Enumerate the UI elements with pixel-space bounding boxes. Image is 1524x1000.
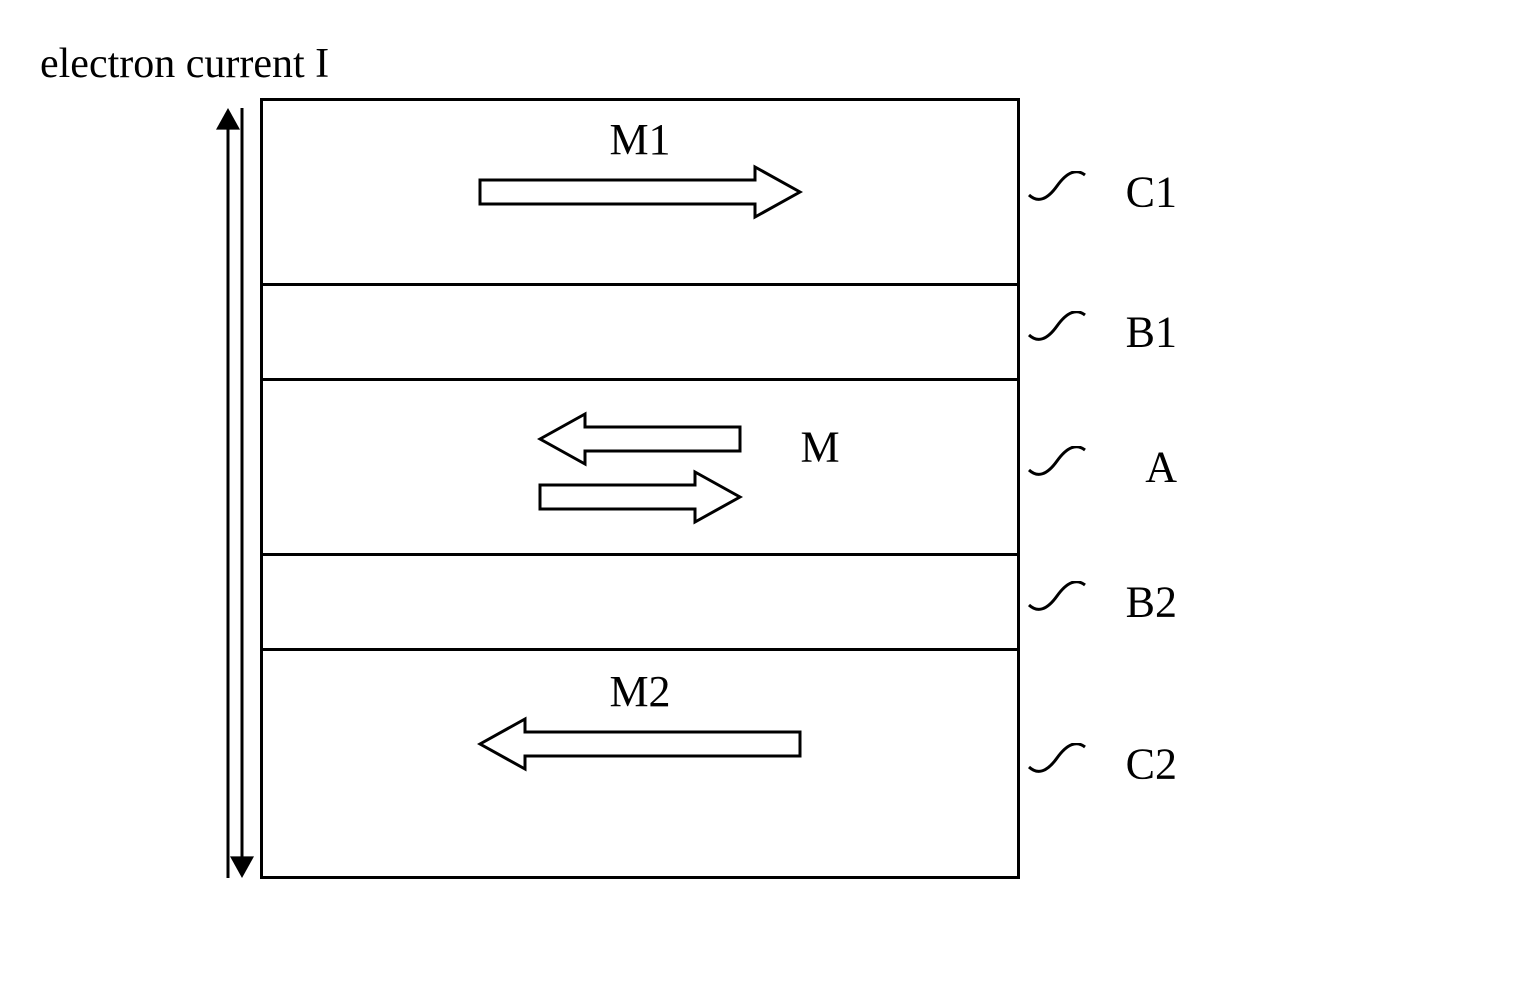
layer-stack: M1C1B1MAB2M2C2 (260, 98, 1020, 879)
layer-A: MA (263, 381, 1017, 556)
layer-B1: B1 (263, 286, 1017, 381)
arrow-label-M1: M1 (609, 114, 670, 165)
leader-line-B1 (1027, 311, 1087, 346)
diagram-title: electron current I (40, 40, 1020, 88)
magnetization-arrow-M (537, 411, 743, 467)
layer-label-B1: B1 (1126, 307, 1177, 358)
leader-line-C2 (1027, 743, 1087, 778)
magnetization-arrow-M2: M2 (477, 716, 803, 772)
layer-C1: M1C1 (263, 101, 1017, 286)
diagram-area: M1C1B1MAB2M2C2 (260, 98, 1020, 879)
layer-label-C1: C1 (1126, 167, 1177, 218)
leader-line-C1 (1027, 171, 1087, 206)
layer-B2: B2 (263, 556, 1017, 651)
layer-label-B2: B2 (1126, 577, 1177, 628)
leader-line-A (1027, 446, 1087, 481)
magnetization-arrow-M1: M1 (477, 164, 803, 220)
arrow-label-M2: M2 (609, 666, 670, 717)
current-direction-arrows (210, 108, 260, 878)
layer-label-C2: C2 (1126, 738, 1177, 789)
layer-C2: M2C2 (263, 651, 1017, 876)
layer-center-label-M: M (800, 422, 839, 473)
layer-label-A: A (1145, 442, 1177, 493)
magnetization-arrow-A-1 (537, 469, 743, 525)
leader-line-B2 (1027, 581, 1087, 616)
